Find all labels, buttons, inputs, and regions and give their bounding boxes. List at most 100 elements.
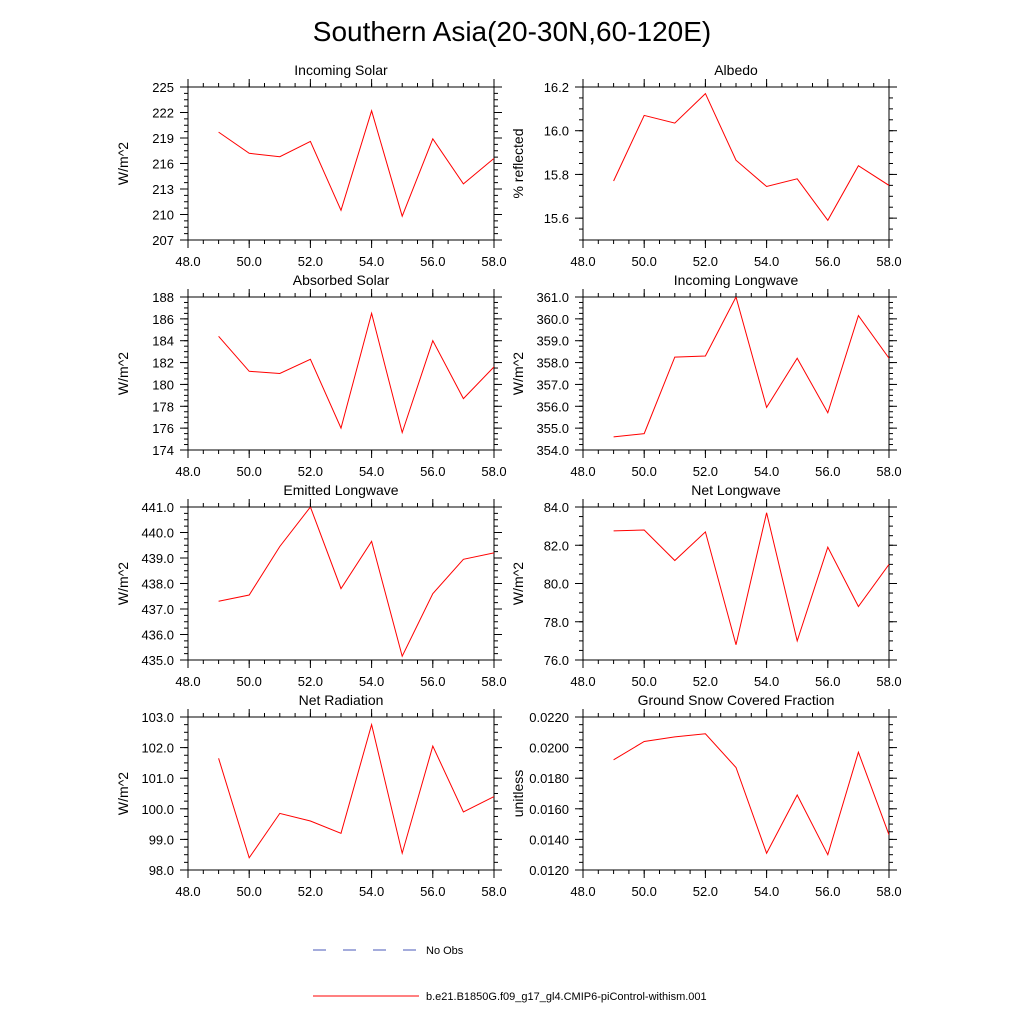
x-tick-label: 58.0 bbox=[876, 674, 901, 689]
x-tick-label: 52.0 bbox=[298, 254, 323, 269]
y-tick-label: 182 bbox=[152, 356, 174, 371]
x-tick-label: 48.0 bbox=[570, 674, 595, 689]
y-tick-label: 99.0 bbox=[149, 832, 174, 847]
x-tick-label: 50.0 bbox=[632, 464, 657, 479]
y-tick-label: 439.0 bbox=[141, 551, 174, 566]
plot-frame bbox=[582, 716, 890, 871]
panel-title: Incoming Solar bbox=[294, 62, 388, 78]
panel-title: Incoming Longwave bbox=[674, 272, 799, 288]
y-tick-label: 436.0 bbox=[141, 628, 174, 643]
chart-panel-4: 48.0 50.0 52.0 54.0 56.0 58.0 435.0 436.0 437.0 4… bbox=[115, 482, 507, 689]
x-tick-label: 56.0 bbox=[815, 674, 840, 689]
legend-model-label: b.e21.B1850G.f09_g17_gl4.CMIP6-piControl… bbox=[426, 991, 707, 1003]
x-tick-label: 48.0 bbox=[570, 464, 595, 479]
y-tick-label: 354.0 bbox=[536, 443, 569, 458]
panel-title: Net Longwave bbox=[691, 482, 781, 498]
x-tick-label: 50.0 bbox=[237, 884, 262, 899]
plot-frame bbox=[187, 86, 495, 241]
y-tick-label: 180 bbox=[152, 377, 174, 392]
x-tick-label: 58.0 bbox=[481, 254, 506, 269]
x-tick-label: 52.0 bbox=[298, 674, 323, 689]
legend: No Obs b.e21.B1850G.f09_g17_gl4.CMIP6-pi… bbox=[313, 945, 707, 1003]
y-tick-label: 100.0 bbox=[141, 802, 174, 817]
y-tick-label: 0.0220 bbox=[529, 710, 569, 725]
y-tick-label: 0.0200 bbox=[529, 741, 569, 756]
x-tick-label: 50.0 bbox=[237, 674, 262, 689]
y-tick-label: 355.0 bbox=[536, 421, 569, 436]
series-line bbox=[218, 311, 494, 435]
y-axis-label: W/m^2 bbox=[510, 562, 526, 605]
y-tick-label: 76.0 bbox=[544, 653, 569, 668]
x-tick-label: 56.0 bbox=[420, 464, 445, 479]
y-tick-label: 178 bbox=[152, 399, 174, 414]
x-tick-label: 50.0 bbox=[632, 884, 657, 899]
panel-title: Absorbed Solar bbox=[293, 272, 390, 288]
x-tick-label: 50.0 bbox=[632, 674, 657, 689]
y-tick-label: 16.0 bbox=[544, 124, 569, 139]
x-tick-label: 54.0 bbox=[754, 254, 779, 269]
y-tick-label: 207 bbox=[152, 233, 174, 248]
y-tick-label: 15.8 bbox=[544, 167, 569, 182]
y-tick-label: 437.0 bbox=[141, 602, 174, 617]
y-tick-label: 438.0 bbox=[141, 577, 174, 592]
y-tick-label: 103.0 bbox=[141, 710, 174, 725]
y-tick-label: 440.0 bbox=[141, 526, 174, 541]
x-tick-label: 58.0 bbox=[876, 884, 901, 899]
x-tick-label: 58.0 bbox=[481, 674, 506, 689]
plot-frame bbox=[582, 86, 890, 241]
y-tick-label: 222 bbox=[152, 106, 174, 121]
y-tick-label: 98.0 bbox=[149, 863, 174, 878]
series-line bbox=[613, 512, 889, 645]
y-tick-label: 356.0 bbox=[536, 399, 569, 414]
y-tick-label: 174 bbox=[152, 443, 174, 458]
y-tick-label: 84.0 bbox=[544, 500, 569, 515]
series-line bbox=[218, 109, 494, 218]
series-line bbox=[218, 722, 494, 859]
y-tick-label: 80.0 bbox=[544, 577, 569, 592]
page-title: Southern Asia(20-30N,60-120E) bbox=[313, 16, 711, 47]
x-tick-label: 48.0 bbox=[175, 464, 200, 479]
x-tick-label: 56.0 bbox=[815, 884, 840, 899]
y-tick-label: 16.2 bbox=[544, 80, 569, 95]
y-tick-label: 219 bbox=[152, 131, 174, 146]
x-tick-label: 54.0 bbox=[359, 884, 384, 899]
y-tick-label: 184 bbox=[152, 334, 174, 349]
series-line bbox=[613, 733, 889, 857]
y-tick-label: 0.0180 bbox=[529, 771, 569, 786]
x-tick-label: 54.0 bbox=[359, 464, 384, 479]
x-tick-label: 56.0 bbox=[420, 674, 445, 689]
y-tick-label: 0.0120 bbox=[529, 863, 569, 878]
y-tick-label: 102.0 bbox=[141, 741, 174, 756]
series-line bbox=[613, 297, 889, 438]
plot-frame bbox=[582, 296, 890, 451]
y-tick-label: 357.0 bbox=[536, 377, 569, 392]
plot-frame bbox=[187, 716, 495, 871]
panel-title: Ground Snow Covered Fraction bbox=[638, 692, 835, 708]
series-line bbox=[218, 507, 494, 658]
y-tick-label: 78.0 bbox=[544, 615, 569, 630]
x-tick-label: 52.0 bbox=[298, 464, 323, 479]
series-line bbox=[613, 92, 889, 222]
y-tick-label: 213 bbox=[152, 182, 174, 197]
y-tick-label: 176 bbox=[152, 421, 174, 436]
y-tick-label: 435.0 bbox=[141, 653, 174, 668]
chart-panel-3: 48.0 50.0 52.0 54.0 56.0 58.0 354.0 355.0 356.0 3… bbox=[510, 272, 902, 479]
x-tick-label: 50.0 bbox=[632, 254, 657, 269]
panel-title: Net Radiation bbox=[299, 692, 384, 708]
panels: 48.0 50.0 52.0 54.0 56.0 58.0 207 210 213 216 219 2… bbox=[115, 62, 902, 899]
x-tick-label: 48.0 bbox=[570, 884, 595, 899]
chart-panel-2: 48.0 50.0 52.0 54.0 56.0 58.0 174 176 178 180 182 1… bbox=[115, 272, 507, 479]
chart-panel-5: 48.0 50.0 52.0 54.0 56.0 58.0 76.0 78.0 80.0 82.0… bbox=[510, 482, 902, 689]
x-tick-label: 56.0 bbox=[420, 884, 445, 899]
x-tick-label: 54.0 bbox=[754, 674, 779, 689]
x-tick-label: 56.0 bbox=[815, 464, 840, 479]
y-tick-label: 216 bbox=[152, 157, 174, 172]
x-tick-label: 52.0 bbox=[298, 884, 323, 899]
panel-title: Albedo bbox=[714, 62, 758, 78]
chart-panel-7: 48.0 50.0 52.0 54.0 56.0 58.0 0.0120 0.0140 0.01… bbox=[510, 692, 902, 899]
x-tick-label: 48.0 bbox=[175, 674, 200, 689]
y-tick-label: 82.0 bbox=[544, 538, 569, 553]
y-tick-label: 0.0140 bbox=[529, 832, 569, 847]
y-tick-label: 188 bbox=[152, 290, 174, 305]
